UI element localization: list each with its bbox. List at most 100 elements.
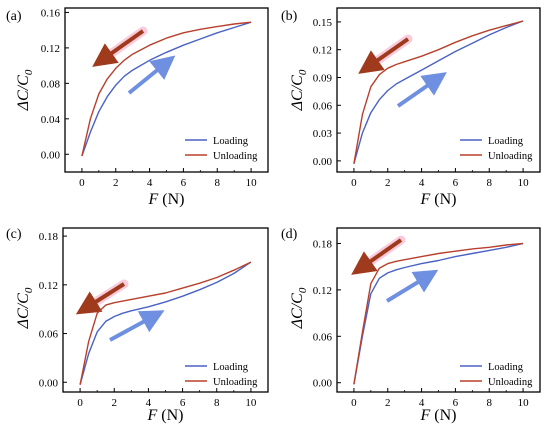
series-line-unloading	[79, 261, 252, 385]
legend-label-unloading: Unloading	[213, 151, 258, 162]
x-axis-title-unit: (N)	[430, 407, 456, 424]
legend-label-unloading: Unloading	[213, 377, 258, 388]
x-tick-label: 6	[453, 397, 459, 409]
loading-direction-arrow	[109, 310, 165, 342]
x-tick-label: 8	[487, 177, 493, 189]
series-line-unloading	[81, 21, 252, 157]
plot-frame	[336, 7, 541, 173]
x-axis-title: F (N)	[420, 191, 457, 208]
series-line-unloading	[353, 20, 524, 164]
y-axis-title-main: ΔC/C	[289, 293, 306, 330]
x-tick-label: 4	[146, 397, 152, 409]
x-tick-label: 10	[518, 177, 530, 189]
x-tick-label: 2	[112, 397, 118, 409]
y-tick-label: 0.00	[313, 156, 333, 168]
y-tick-label: 0.06	[313, 100, 333, 112]
x-tick-label: 4	[419, 177, 425, 189]
unloading-direction-arrow	[358, 37, 410, 74]
y-tick-label: 0.00	[39, 377, 59, 389]
legend-label-loading: Loading	[213, 136, 249, 147]
x-tick-label: 4	[147, 177, 153, 189]
y-axis-title-subscript: 0	[23, 69, 35, 75]
x-tick-label: 10	[518, 397, 530, 409]
y-tick-label: 0.04	[41, 114, 61, 126]
x-axis-title: F (N)	[147, 407, 184, 424]
y-axis-title: ΔC/C0	[15, 69, 35, 111]
legend-label-unloading: Unloading	[488, 151, 533, 162]
panel-label: (b)	[281, 9, 298, 24]
chart-panel-c: 0 2 4 6 8 100.000.060.120.18(c)F (N)ΔC/C0Load…	[6, 227, 269, 424]
series-line-loading	[81, 21, 252, 157]
panel-label: (c)	[6, 227, 22, 242]
loading-direction-arrow	[127, 55, 176, 95]
y-tick-label: 0.12	[39, 280, 58, 292]
x-tick-label: 10	[246, 177, 258, 189]
y-tick-label: 0.06	[39, 329, 59, 341]
panel-label: (d)	[281, 227, 298, 242]
chart-panel-a: 0 2 4 6 8 100.000.040.080.120.16(a)F (N)ΔC/C0…	[6, 7, 269, 208]
unloading-direction-arrow	[75, 282, 126, 315]
x-tick-label: 0	[351, 177, 357, 189]
y-axis-title-subscript: 0	[297, 69, 309, 75]
x-tick-label: 4	[419, 397, 425, 409]
x-axis-title-symbol: F	[420, 407, 431, 424]
y-tick-label: 0.12	[313, 45, 332, 57]
series-line-loading	[79, 261, 252, 385]
y-axis-title-subscript: 0	[23, 287, 35, 293]
y-axis-title: ΔC/C0	[289, 287, 309, 329]
y-tick-label: 0.18	[39, 231, 59, 243]
chart-panel-d: 0 2 4 6 8 10 0.00 0.06 0.12 0.18 (d) F (N) ΔC/C0 Load…	[281, 227, 541, 424]
x-tick-label: 2	[113, 177, 119, 189]
x-tick-label: 6	[181, 177, 187, 189]
x-tick-label: 6	[180, 397, 186, 409]
y-tick-label: 0.08	[41, 78, 61, 90]
x-axis-title-unit: (N)	[157, 407, 183, 424]
x-tick-label: 0	[79, 177, 85, 189]
legend-label-loading: Loading	[213, 362, 249, 373]
x-axis-title-symbol: F	[147, 407, 158, 424]
x-axis-title: F (N)	[148, 191, 185, 208]
legend-label-loading: Loading	[488, 136, 524, 147]
plot-frame	[64, 7, 269, 173]
y-tick-label: 0.12	[313, 285, 332, 297]
legend-label-unloading: Unloading	[488, 377, 533, 388]
series-line-loading	[353, 242, 524, 385]
panel-label: (a)	[6, 9, 22, 24]
chart-panel-b: 0 2 4 6 8 10 0.00 0.03 0.06 0.09 0.12 0.15 (b) F (N) Δ…	[281, 7, 541, 208]
x-axis-title-unit: (N)	[430, 191, 456, 208]
x-tick-label: 8	[214, 397, 220, 409]
series-line-unloading	[353, 242, 524, 385]
loading-direction-arrow	[396, 72, 447, 108]
x-tick-label: 6	[453, 177, 459, 189]
unloading-direction-arrow	[92, 29, 145, 67]
y-axis-title-main: ΔC/C	[289, 75, 306, 112]
x-tick-label: 8	[215, 177, 221, 189]
unloading-direction-arrow	[351, 238, 403, 275]
x-axis-title-symbol: F	[420, 191, 431, 208]
x-tick-label: 0	[77, 397, 83, 409]
x-tick-label: 0	[351, 397, 357, 409]
y-tick-label: 0.00	[41, 149, 61, 161]
y-tick-label: 0.03	[313, 128, 333, 140]
y-axis-title-main: ΔC/C	[15, 293, 32, 330]
x-tick-label: 10	[245, 397, 257, 409]
y-tick-label: 0.12	[41, 43, 60, 55]
x-tick-label: 2	[385, 177, 391, 189]
y-tick-label: 0.16	[41, 7, 61, 19]
y-tick-label: 0.06	[313, 331, 333, 343]
loading-direction-arrow	[385, 269, 439, 303]
legend-label-loading: Loading	[488, 362, 524, 373]
x-axis-title-unit: (N)	[158, 191, 184, 208]
y-tick-label: 0.09	[313, 72, 333, 84]
x-axis-title-symbol: F	[148, 191, 159, 208]
x-axis-title: F (N)	[420, 407, 457, 424]
series-line-loading	[353, 20, 524, 164]
x-tick-label: 8	[487, 397, 493, 409]
y-tick-label: 0.18	[313, 238, 333, 250]
y-tick-label: 0.15	[313, 17, 333, 29]
y-axis-title-main: ΔC/C	[15, 75, 32, 112]
y-tick-label: 0.00	[313, 378, 333, 390]
y-axis-title: ΔC/C0	[289, 69, 309, 111]
x-tick-label: 2	[385, 397, 391, 409]
